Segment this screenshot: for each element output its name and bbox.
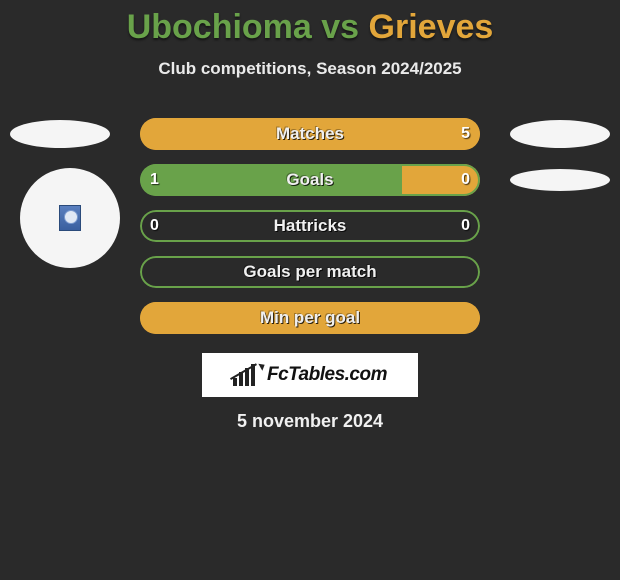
- player2-avatar: [510, 169, 610, 191]
- bar-label: Hattricks: [140, 210, 480, 242]
- stat-bar: Goals per match: [140, 256, 480, 288]
- date-text: 5 november 2024: [0, 411, 620, 432]
- avatar-placeholder-icon: [59, 205, 81, 231]
- bar-left-value: 1: [150, 164, 159, 196]
- player1-club-badge: [10, 120, 110, 148]
- bar-label: Goals per match: [140, 256, 480, 288]
- stat-bar: Min per goal: [140, 302, 480, 334]
- stat-row: Matches5: [0, 111, 620, 157]
- player2-club-badge: [510, 120, 610, 148]
- stat-row: Min per goal: [0, 295, 620, 341]
- page-title: Ubochioma vs Grieves: [0, 8, 620, 47]
- subtitle: Club competitions, Season 2024/2025: [0, 59, 620, 79]
- logo-text: FcTables.com: [267, 364, 387, 386]
- vs-text: vs: [321, 8, 359, 46]
- player1-avatar: [20, 168, 120, 268]
- stat-bar: Hattricks0 0: [140, 210, 480, 242]
- player1-name: Ubochioma: [127, 8, 312, 46]
- bar-right-value: 0: [461, 164, 470, 196]
- player2-name: Grieves: [369, 8, 494, 46]
- stat-bar: Goals1 0: [140, 164, 480, 196]
- bar-right-value: 5: [461, 118, 470, 150]
- bar-label: Matches: [140, 118, 480, 150]
- stat-bar: Matches5: [140, 118, 480, 150]
- fctables-logo[interactable]: FcTables.com: [202, 353, 418, 397]
- bar-right-value: 0: [461, 210, 470, 242]
- bar-left-value: 0: [150, 210, 159, 242]
- logo-chart-icon: [233, 364, 261, 386]
- bar-label: Min per goal: [140, 302, 480, 334]
- bar-label: Goals: [140, 164, 480, 196]
